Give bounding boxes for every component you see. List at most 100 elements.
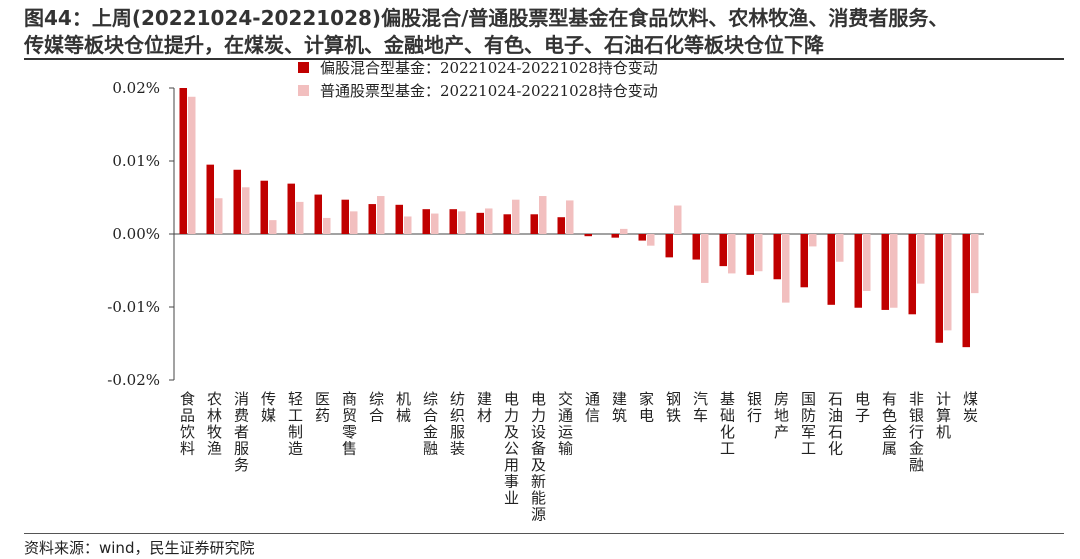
bar-series2	[404, 216, 412, 234]
x-category-label: 农林牧渔	[207, 390, 222, 458]
bar-series2	[269, 220, 277, 234]
y-tick-label: 0.02%	[112, 79, 160, 97]
x-category-label: 消费者服务	[234, 390, 249, 474]
bar-series2	[890, 234, 898, 308]
bar-series2	[431, 213, 439, 234]
x-category-label: 通信	[585, 390, 600, 425]
x-category-label: 基础化工	[720, 390, 735, 458]
x-category-label: 石油石化	[828, 390, 843, 458]
bar-series1	[746, 234, 754, 275]
bar-series1	[962, 234, 970, 348]
x-category-label: 交通运输	[558, 390, 573, 458]
bar-series2	[539, 196, 547, 234]
bar-series2	[323, 217, 331, 234]
bar-series2	[215, 198, 223, 234]
bar-series1	[368, 204, 376, 234]
y-tick-label: 0.01%	[112, 152, 160, 170]
bar-series2	[863, 234, 871, 291]
x-category-label: 房地产	[774, 390, 789, 441]
footer-divider	[24, 533, 1064, 534]
x-category-label: 建筑	[612, 390, 627, 425]
x-category-label: 银行	[747, 390, 762, 425]
bar-series1	[449, 209, 457, 234]
x-category-label: 传媒	[261, 390, 276, 425]
bar-series1	[422, 209, 430, 234]
x-category-label: 医药	[315, 390, 330, 425]
bar-series2	[836, 234, 844, 262]
bar-series1	[287, 183, 295, 234]
bar-series2	[566, 200, 574, 234]
x-category-label: 煤炭	[963, 390, 978, 425]
bar-series2	[188, 96, 196, 234]
x-category-label: 综合金融	[423, 390, 438, 458]
bar-series1	[638, 234, 646, 241]
bar-series2	[620, 228, 628, 234]
x-category-label: 机械	[396, 390, 411, 425]
bar-series1	[530, 214, 538, 234]
x-category-label: 建材	[477, 390, 492, 425]
x-category-label: 电子	[855, 390, 870, 425]
source-note: 资料来源：wind，民生证券研究院	[24, 539, 255, 557]
bar-series2	[944, 234, 952, 331]
chart-title-line1: 图44：上周(20221024-20221028)偏股混合/普通股票型基金在食品…	[24, 6, 949, 30]
bar-series2	[728, 234, 736, 274]
bar-series1	[665, 234, 673, 258]
x-category-label: 轻工制造	[288, 390, 303, 458]
bar-series1	[935, 234, 943, 343]
bar-series2	[917, 234, 925, 284]
bar-series2	[755, 234, 763, 272]
bar-series1	[881, 234, 889, 310]
bar-series1	[773, 234, 781, 280]
x-category-label: 计算机	[936, 390, 951, 441]
bar-series2	[296, 201, 304, 234]
bar-series1	[908, 234, 916, 315]
y-tick-label: -0.01%	[107, 298, 160, 316]
bar-series1	[206, 164, 214, 234]
x-category-label: 国防军工	[801, 390, 816, 458]
legend-label-series1: 偏股混合型基金：20221024-20221028持仓变动	[320, 59, 658, 77]
bar-series2	[458, 211, 466, 234]
title-divider	[24, 58, 1064, 60]
y-tick-label: 0.00%	[112, 225, 160, 243]
bar-series2	[485, 208, 493, 234]
x-category-label: 综合	[369, 390, 384, 425]
bar-series1	[395, 204, 403, 234]
y-tick-label: -0.02%	[107, 371, 160, 389]
bar-series2	[350, 211, 358, 234]
bar-series1	[692, 234, 700, 260]
x-category-label: 有色金属	[882, 390, 897, 458]
x-category-label: 纺织服装	[450, 390, 465, 458]
x-category-label: 商贸零售	[342, 390, 357, 458]
bar-series2	[782, 234, 790, 303]
legend-swatch-series1	[298, 62, 309, 73]
bar-series2	[242, 187, 250, 234]
bar-series1	[179, 88, 187, 234]
legend-label-series2: 普通股票型基金：20221024-20221028持仓变动	[320, 82, 658, 100]
bar-series1	[557, 217, 565, 234]
bar-series1	[476, 212, 484, 234]
bar-series1	[584, 234, 592, 237]
bar-series1	[827, 234, 835, 305]
bar-series1	[719, 234, 727, 267]
bar-series1	[314, 194, 322, 234]
bar-series2	[377, 196, 385, 234]
bar-series2	[647, 234, 655, 246]
bar-series2	[971, 234, 979, 294]
bar-series1	[800, 234, 808, 288]
x-category-label: 电力及公用事业	[504, 390, 519, 507]
bar-series1	[233, 169, 241, 234]
bar-series2	[809, 234, 817, 247]
bar-series1	[854, 234, 862, 308]
x-category-label: 汽车	[693, 390, 708, 425]
bar-series1	[503, 214, 511, 234]
x-category-label: 电力设备及新能源	[531, 390, 546, 524]
legend-swatch-series2	[298, 85, 309, 96]
bar-series2	[701, 234, 709, 283]
chart-title-line2: 传媒等板块仓位提升，在煤炭、计算机、金融地产、有色、电子、石油石化等板块仓位下降	[24, 33, 824, 57]
x-category-label: 家电	[639, 390, 654, 425]
bar-series1	[611, 234, 619, 238]
bar-series2	[512, 199, 520, 234]
bar-series2	[674, 205, 682, 234]
x-category-label: 钢铁	[666, 390, 681, 425]
